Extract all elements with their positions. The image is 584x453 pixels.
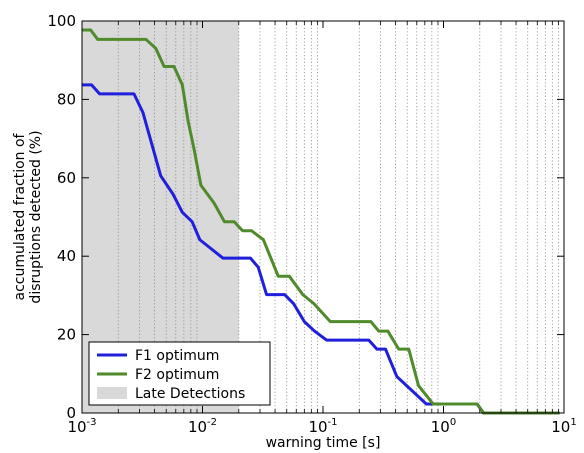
x-tick-label: 101: [551, 417, 576, 436]
grid-layer: [117, 21, 559, 413]
x-tick-label: 100: [431, 417, 456, 436]
x-tick-label: 10-3: [67, 417, 96, 436]
series-line-2: [82, 28, 560, 415]
ticks-layer: 10-3 10-2 10-1 100 101 0 20 40 60 80 100: [47, 12, 576, 436]
series-layer: [82, 28, 560, 415]
y-axis-title-line-2: disruptions detected (%): [28, 130, 44, 303]
y-tick-label: 80: [57, 90, 76, 108]
x-tick-label: 10-2: [188, 417, 217, 436]
y-tick-label: 0: [66, 404, 76, 422]
legend-label-3: Late Detections: [135, 386, 245, 402]
y-tick-label: 100: [47, 12, 76, 30]
x-axis-title: warning time [s]: [266, 435, 381, 451]
y-tick-label: 40: [57, 247, 76, 265]
legend: F1 optimum F2 optimum Late Detections: [88, 341, 271, 406]
legend-swatch-3: [97, 387, 127, 399]
x-tick-label: 10-1: [308, 417, 337, 436]
series-line-1: [82, 83, 560, 415]
y-axis-title-line-1: accumulated fraction of: [12, 132, 28, 300]
y-tick-label: 20: [57, 326, 76, 344]
y-tick-label: 60: [57, 169, 76, 187]
legend-label-2: F2 optimum: [135, 367, 219, 383]
legend-label-1: F1 optimum: [135, 348, 219, 364]
